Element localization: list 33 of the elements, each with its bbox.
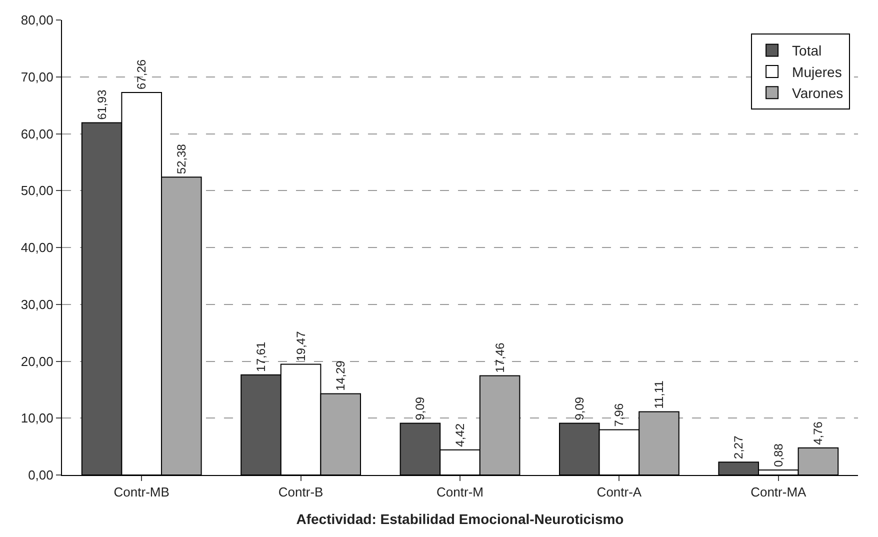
x-tick-label: Contr-A bbox=[596, 484, 642, 500]
x-tick-label: Contr-B bbox=[278, 484, 324, 500]
x-tick-label: Contr-MA bbox=[750, 484, 807, 500]
data-label: 9,09 bbox=[413, 396, 428, 420]
x-tick-label: Contr-M bbox=[436, 484, 484, 500]
data-label: 7,96 bbox=[612, 403, 626, 427]
data-label: 9,09 bbox=[572, 396, 586, 420]
x-tick-label: Contr-MB bbox=[114, 484, 170, 500]
y-tick-label: 40,00 bbox=[20, 240, 54, 256]
data-label: 0,88 bbox=[771, 443, 786, 467]
y-tick-label: 10,00 bbox=[20, 410, 54, 426]
data-label: 17,61 bbox=[254, 341, 268, 372]
y-tick-label: 50,00 bbox=[20, 183, 54, 198]
y-tick-label: 0,00 bbox=[28, 468, 54, 483]
data-label: 2,27 bbox=[732, 435, 746, 460]
legend-label: Total bbox=[792, 42, 822, 59]
x-axis-title: Afectividad: Estabilidad Emocional-Neuroticismo bbox=[296, 510, 624, 527]
data-label: 52,38 bbox=[174, 144, 188, 174]
data-label: 67,26 bbox=[134, 59, 149, 90]
y-tick-label: 30,00 bbox=[20, 296, 54, 312]
data-label: 17,46 bbox=[492, 342, 507, 373]
y-tick-label: 20,00 bbox=[20, 354, 54, 369]
data-label: 4,42 bbox=[453, 423, 467, 447]
data-label: 4,76 bbox=[811, 421, 826, 445]
y-tick-label: 80,00 bbox=[20, 12, 54, 28]
y-tick-label: 70,00 bbox=[20, 69, 54, 84]
data-label: 14,29 bbox=[334, 360, 348, 391]
data-label: 11,11 bbox=[652, 380, 666, 409]
data-label: 61,93 bbox=[94, 89, 109, 120]
legend-label: Mujeres bbox=[792, 64, 842, 80]
legend-label: Varones bbox=[792, 85, 844, 102]
y-tick-label: 60,00 bbox=[20, 126, 54, 142]
data-label: 19,47 bbox=[294, 330, 308, 362]
